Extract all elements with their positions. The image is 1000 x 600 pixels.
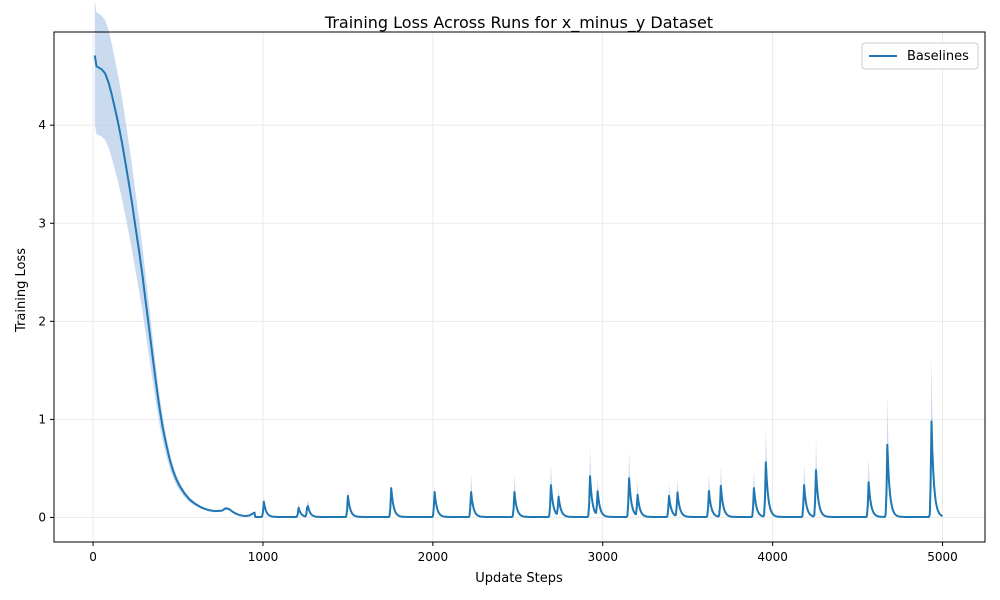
axis-ticks: 0 1000 2000 3000 4000 5000 0 1 2 3 4 [38, 118, 957, 564]
chart-title: Training Loss Across Runs for x_minus_y … [324, 13, 713, 33]
legend-label: Baselines [907, 49, 969, 64]
y-tick-label: 3 [38, 216, 46, 230]
x-tick-label: 1000 [248, 550, 279, 564]
x-tick-label: 0 [89, 550, 97, 564]
x-axis-label: Update Steps [475, 571, 563, 586]
x-tick-label: 4000 [757, 550, 788, 564]
legend-box [861, 42, 979, 70]
legend: Baselines [861, 42, 979, 70]
series-line [93, 55, 943, 518]
series-lines [93, 55, 943, 518]
y-tick-label: 2 [38, 314, 46, 328]
y-tick-label: 1 [38, 412, 46, 426]
grid [54, 32, 985, 542]
y-axis-label: Training Loss [14, 248, 29, 333]
x-tick-label: 3000 [587, 550, 618, 564]
y-tick-label: 4 [38, 118, 46, 132]
x-tick-label: 5000 [927, 550, 958, 564]
x-tick-label: 2000 [418, 550, 449, 564]
y-tick-label: 0 [38, 510, 46, 524]
plot-frame [53, 31, 986, 543]
